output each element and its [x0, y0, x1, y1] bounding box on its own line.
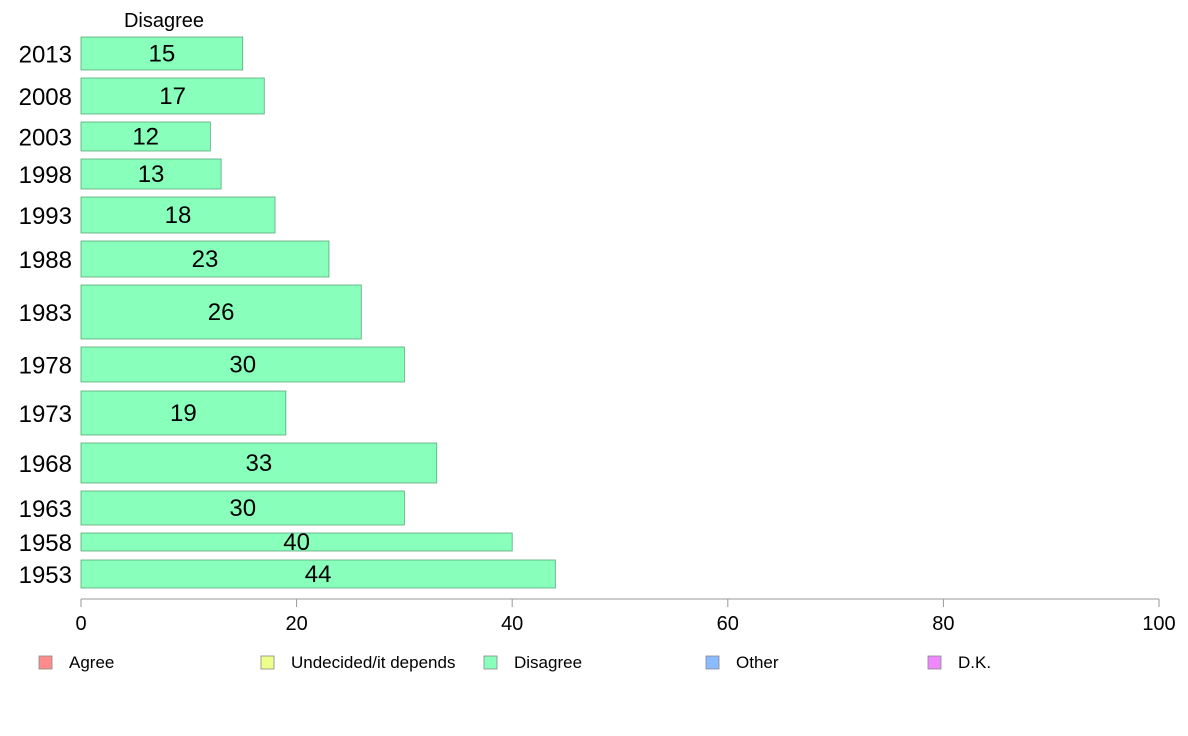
value-label-2003: 12 — [132, 124, 159, 151]
legend-label-3: Other — [736, 653, 779, 672]
value-label-1968: 33 — [246, 450, 273, 477]
category-label-2003: 2003 — [19, 125, 72, 152]
category-label-1998: 1998 — [19, 162, 72, 189]
category-label-1968: 1968 — [19, 451, 72, 478]
bar-1958 — [80, 532, 513, 552]
value-label-1953: 44 — [305, 561, 332, 588]
legend-swatch-1 — [260, 655, 275, 670]
value-label-1958: 40 — [283, 529, 310, 556]
category-label-2008: 2008 — [19, 84, 72, 111]
category-label-1988: 1988 — [19, 247, 72, 274]
x-axis: 0 20 40 60 80 100 — [75, 598, 1176, 635]
category-label-1993: 1993 — [19, 203, 72, 230]
legend-label-2: Disagree — [514, 653, 582, 672]
bar-group: 15 2013 17 2008 12 2003 13 1998 18 1993 23 1988 26 19… — [19, 36, 556, 589]
category-label-1983: 1983 — [19, 300, 72, 327]
value-label-1988: 23 — [192, 246, 219, 273]
legend-swatch-4 — [927, 655, 942, 670]
value-label-2013: 15 — [148, 41, 175, 68]
x-tick-label-0: 0 — [75, 613, 86, 635]
bar-1988 — [80, 240, 330, 278]
legend-swatch-3 — [705, 655, 720, 670]
category-label-2013: 2013 — [19, 42, 72, 69]
bar-1993 — [80, 196, 276, 234]
category-label-1978: 1978 — [19, 353, 72, 380]
bar-1973 — [80, 390, 287, 436]
legend-label-0: Agree — [69, 653, 114, 672]
category-label-1973: 1973 — [19, 401, 72, 428]
x-tick-label-100: 100 — [1142, 613, 1175, 635]
x-tick-label-40: 40 — [501, 613, 523, 635]
value-label-1983: 26 — [208, 299, 235, 326]
category-label-1953: 1953 — [19, 562, 72, 589]
x-tick-label-20: 20 — [285, 613, 307, 635]
bar-2013 — [80, 36, 244, 71]
legend-label-4: D.K. — [958, 653, 991, 672]
bar-1963 — [80, 490, 405, 526]
legend-swatch-2 — [483, 655, 498, 670]
value-label-1998: 13 — [138, 161, 165, 188]
legend-label-1: Undecided/it depends — [291, 653, 455, 672]
x-tick-label-60: 60 — [717, 613, 739, 635]
value-label-2008: 17 — [159, 83, 186, 110]
value-label-1973: 19 — [170, 400, 197, 427]
legend: Agree Undecided/it depends Disagree Other D.… — [38, 653, 991, 672]
bar-2003 — [80, 121, 211, 152]
bar-2008 — [80, 77, 265, 115]
legend-swatch-0 — [38, 655, 53, 670]
value-label-1993: 18 — [165, 202, 192, 229]
category-label-1958: 1958 — [19, 530, 72, 557]
bar-1998 — [80, 158, 222, 190]
bar-1968 — [80, 442, 438, 484]
category-label-1963: 1963 — [19, 496, 72, 523]
panel-title: Disagree — [124, 10, 204, 32]
x-tick-label-80: 80 — [932, 613, 954, 635]
bar-1978 — [80, 346, 405, 383]
value-label-1963: 30 — [229, 495, 256, 522]
value-label-1978: 30 — [229, 352, 256, 379]
bar-1983 — [80, 284, 362, 340]
bar-1953 — [80, 559, 556, 589]
